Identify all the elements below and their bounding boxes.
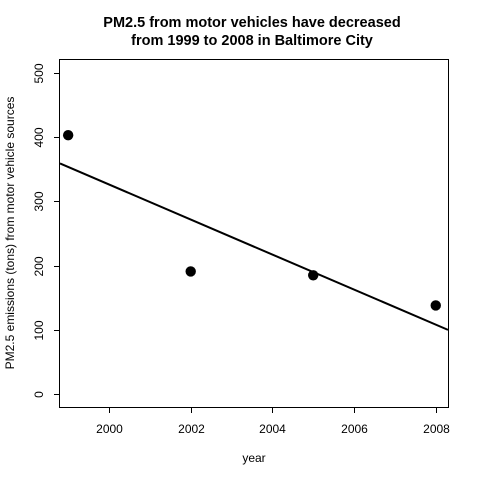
y-axis-label: PM2.5 emissions (tons) from motor vehicl… bbox=[3, 97, 17, 370]
x-axis-label: year bbox=[242, 451, 265, 465]
x-axis: 2000 2002 2004 2006 2008 bbox=[96, 407, 450, 436]
data-point-2 bbox=[308, 270, 319, 281]
data-point-3 bbox=[430, 300, 441, 311]
y-tick-label-5: 500 bbox=[32, 63, 46, 83]
data-point-1 bbox=[185, 266, 196, 277]
x-tick-label-2: 2004 bbox=[259, 422, 286, 436]
y-tick-label-0: 0 bbox=[32, 391, 46, 398]
chart-subtitle: from 1999 to 2008 in Baltimore City bbox=[131, 33, 373, 49]
trend-line-group bbox=[59, 162, 449, 331]
x-tick-label-1: 2002 bbox=[178, 422, 205, 436]
x-tick-label-4: 2008 bbox=[423, 422, 450, 436]
trend-line bbox=[59, 162, 449, 331]
data-point-0 bbox=[62, 129, 74, 141]
y-tick-label-1: 100 bbox=[32, 320, 46, 340]
x-tick-label-0: 2000 bbox=[96, 422, 123, 436]
plot-frame bbox=[59, 59, 449, 408]
y-axis: 0 100 200 300 400 500 bbox=[32, 63, 60, 398]
data-points bbox=[62, 129, 441, 311]
y-tick-label-4: 400 bbox=[32, 127, 46, 147]
x-tick-label-3: 2006 bbox=[341, 422, 368, 436]
y-tick-label-2: 200 bbox=[32, 256, 46, 276]
y-tick-label-3: 300 bbox=[32, 191, 46, 211]
chart-title: PM2.5 from motor vehicles have decreased bbox=[103, 15, 400, 31]
